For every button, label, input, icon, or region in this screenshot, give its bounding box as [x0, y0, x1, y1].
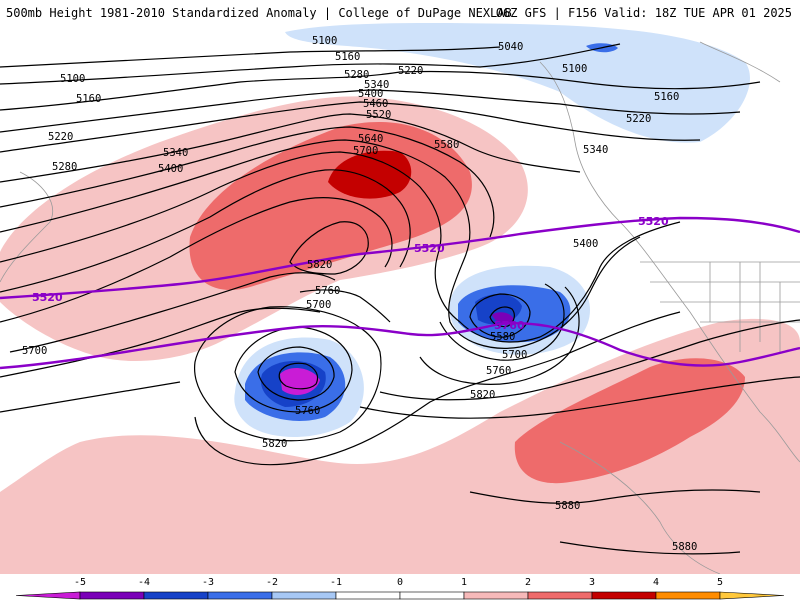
contour-label: 5700 — [306, 299, 331, 311]
height-contours — [0, 43, 800, 555]
colorbar-tick-label: -4 — [138, 577, 150, 588]
model-run-info: 06Z GFS | F156 Valid: 18Z TUE APR 01 202… — [495, 6, 792, 20]
contour-label: 5760 — [486, 365, 511, 377]
contour-label: 5220 — [48, 131, 73, 143]
colorbar-swatch — [463, 591, 529, 600]
contour-5520-highlight — [0, 216, 800, 300]
anomaly-shading — [0, 22, 800, 574]
highlight-label: 5520 — [414, 242, 445, 255]
colorbar: -5 -4 -3 -2 -1 0 1 2 3 4 5 — [0, 574, 800, 600]
contour-label: 5400 — [358, 88, 383, 100]
contour-label: 5580 — [434, 139, 459, 151]
contour-label: 5040 — [498, 41, 523, 53]
negative-anomaly-north — [285, 22, 750, 143]
colorbar-swatch — [527, 591, 593, 600]
contour-label: 5100 — [562, 63, 587, 75]
contour-label: 5340 — [583, 144, 608, 156]
contour-label: 5100 — [312, 35, 337, 47]
contour-label: 5400 — [158, 163, 183, 175]
highlight-label: 5520 — [638, 215, 669, 228]
colorbar-swatch — [655, 591, 721, 600]
anomaly-map: 5100 5160 5220 5040 5100 5160 5220 5100 … — [0, 22, 800, 574]
colorbar-swatch — [143, 591, 209, 600]
colorbar-tick-labels: -5 -4 -3 -2 -1 0 1 2 3 4 5 — [74, 577, 723, 588]
contour-label: 5400 — [573, 238, 598, 250]
colorbar-swatch — [15, 591, 81, 600]
highlight-label: 5520 — [32, 291, 63, 304]
colorbar-tick-label: -1 — [330, 577, 342, 588]
contour-5760-highlight — [0, 322, 800, 370]
contour-label: 5820 — [307, 259, 332, 271]
contour-label: 5700 — [22, 345, 47, 357]
contour-label: 5100 — [60, 73, 85, 85]
contour-label: 5160 — [654, 91, 679, 103]
colorbar-tick-label: 4 — [653, 577, 659, 588]
positive-anomaly-south-mid — [514, 358, 745, 484]
contour-label: 5700 — [502, 349, 527, 361]
contour-label: 5340 — [163, 147, 188, 159]
contour-label: 5760 — [295, 405, 320, 417]
coastlines — [0, 41, 800, 574]
positive-anomaly-south — [0, 318, 800, 574]
negative-anomaly-low-east-extreme — [492, 312, 514, 324]
colorbar-swatch — [335, 591, 401, 600]
contour-label: 5460 — [363, 98, 388, 110]
map-title: 500mb Height 1981-2010 Standardized Anom… — [6, 6, 512, 20]
colorbar-tick-label: -5 — [74, 577, 86, 588]
contour-label: 5700 — [353, 145, 378, 157]
colorbar-tick-label: 3 — [589, 577, 595, 588]
contour-label: 5220 — [626, 113, 651, 125]
colorbar-tick-label: 0 — [397, 577, 403, 588]
contour-label: 5280 — [344, 69, 369, 81]
contour-label: 5760 — [315, 285, 340, 297]
colorbar-tick-label: 2 — [525, 577, 531, 588]
contour-label: 5160 — [76, 93, 101, 105]
contour-labels: 5100 5160 5220 5040 5100 5160 5220 5100 … — [22, 35, 697, 553]
colorbar-tick-label: 1 — [461, 577, 467, 588]
colorbar-swatch — [207, 591, 273, 600]
colorbar-swatch — [719, 591, 785, 600]
contour-label: 5340 — [364, 79, 389, 91]
contour-label: 5220 — [398, 65, 423, 77]
map-header: 500mb Height 1981-2010 Standardized Anom… — [0, 0, 800, 22]
positive-anomaly-pacific-core — [328, 150, 412, 199]
contour-label: 5640 — [358, 133, 383, 145]
contour-label: 5880 — [555, 500, 580, 512]
contour-label: 5160 — [335, 51, 360, 63]
colorbar-graphic: -5 -4 -3 -2 -1 0 1 2 3 4 5 — [15, 577, 785, 600]
contour-label: 5520 — [366, 109, 391, 121]
colorbar-tick-label: -2 — [266, 577, 278, 588]
negative-anomaly-low-west-extreme — [280, 368, 320, 395]
contour-label: 5280 — [52, 161, 77, 173]
contour-label: 5820 — [470, 389, 495, 401]
contour-label: 5820 — [262, 438, 287, 450]
colorbar-swatch — [271, 591, 337, 600]
colorbar-tick-label: 5 — [717, 577, 723, 588]
highlight-label: 5760 — [494, 319, 525, 332]
colorbar-tick-label: -3 — [202, 577, 214, 588]
contour-label: 5580 — [490, 331, 515, 343]
colorbar-swatches — [15, 591, 785, 600]
colorbar-swatch — [79, 591, 145, 600]
contour-label: 5880 — [672, 541, 697, 553]
highlight-labels: 5520 5520 5520 5760 — [32, 215, 669, 332]
colorbar-swatch — [591, 591, 657, 600]
highlight-contours — [0, 216, 800, 370]
colorbar-swatch — [399, 591, 465, 600]
